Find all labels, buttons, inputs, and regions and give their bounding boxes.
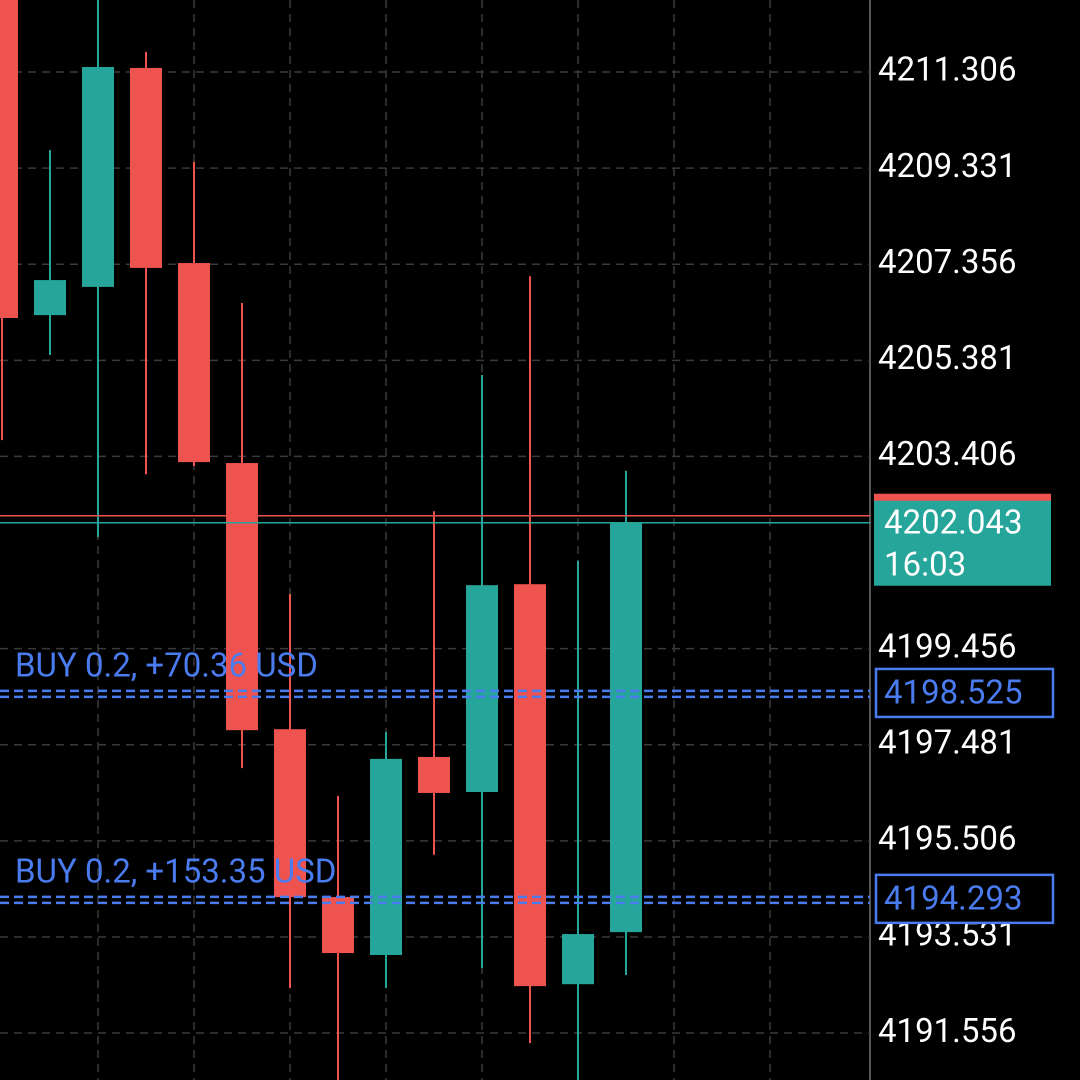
y-tick-label: 4209.331 — [878, 147, 1017, 186]
order-price: 4198.525 — [884, 674, 1023, 713]
order-label: BUY 0.2, +70.36 USD — [15, 647, 318, 686]
bid-time: 16:03 — [884, 545, 966, 584]
ask-marker — [874, 493, 1051, 502]
candle-body — [466, 585, 498, 792]
y-tick-label: 4197.481 — [878, 723, 1017, 762]
candle-body — [562, 934, 594, 985]
candle-body — [610, 522, 642, 933]
candle-body — [418, 756, 450, 793]
candle-body — [34, 280, 66, 316]
candle-body — [514, 584, 546, 987]
bid-price: 4202.043 — [884, 503, 1023, 542]
order-price: 4194.293 — [884, 880, 1023, 919]
y-tick-label: 4199.456 — [878, 627, 1017, 666]
order-price-box — [874, 667, 1055, 719]
candle-body — [82, 66, 114, 287]
y-tick-label: 4195.506 — [878, 820, 1017, 859]
candle-body — [130, 67, 162, 268]
y-tick-label: 4207.356 — [878, 243, 1017, 282]
candle-body — [274, 729, 306, 898]
candle-body — [178, 263, 210, 463]
order-price-box — [874, 873, 1055, 925]
y-tick-label: 4211.306 — [878, 51, 1017, 90]
y-tick-label: 4191.556 — [878, 1012, 1017, 1051]
candle-body — [0, 0, 18, 319]
y-tick-label: 4203.406 — [878, 435, 1017, 474]
y-tick-label: 4205.381 — [878, 339, 1017, 378]
candle-body — [322, 897, 354, 954]
candle-body — [226, 463, 258, 731]
order-label: BUY 0.2, +153.35 USD — [15, 853, 336, 892]
bid-box — [874, 500, 1051, 586]
candle-body — [370, 758, 402, 955]
